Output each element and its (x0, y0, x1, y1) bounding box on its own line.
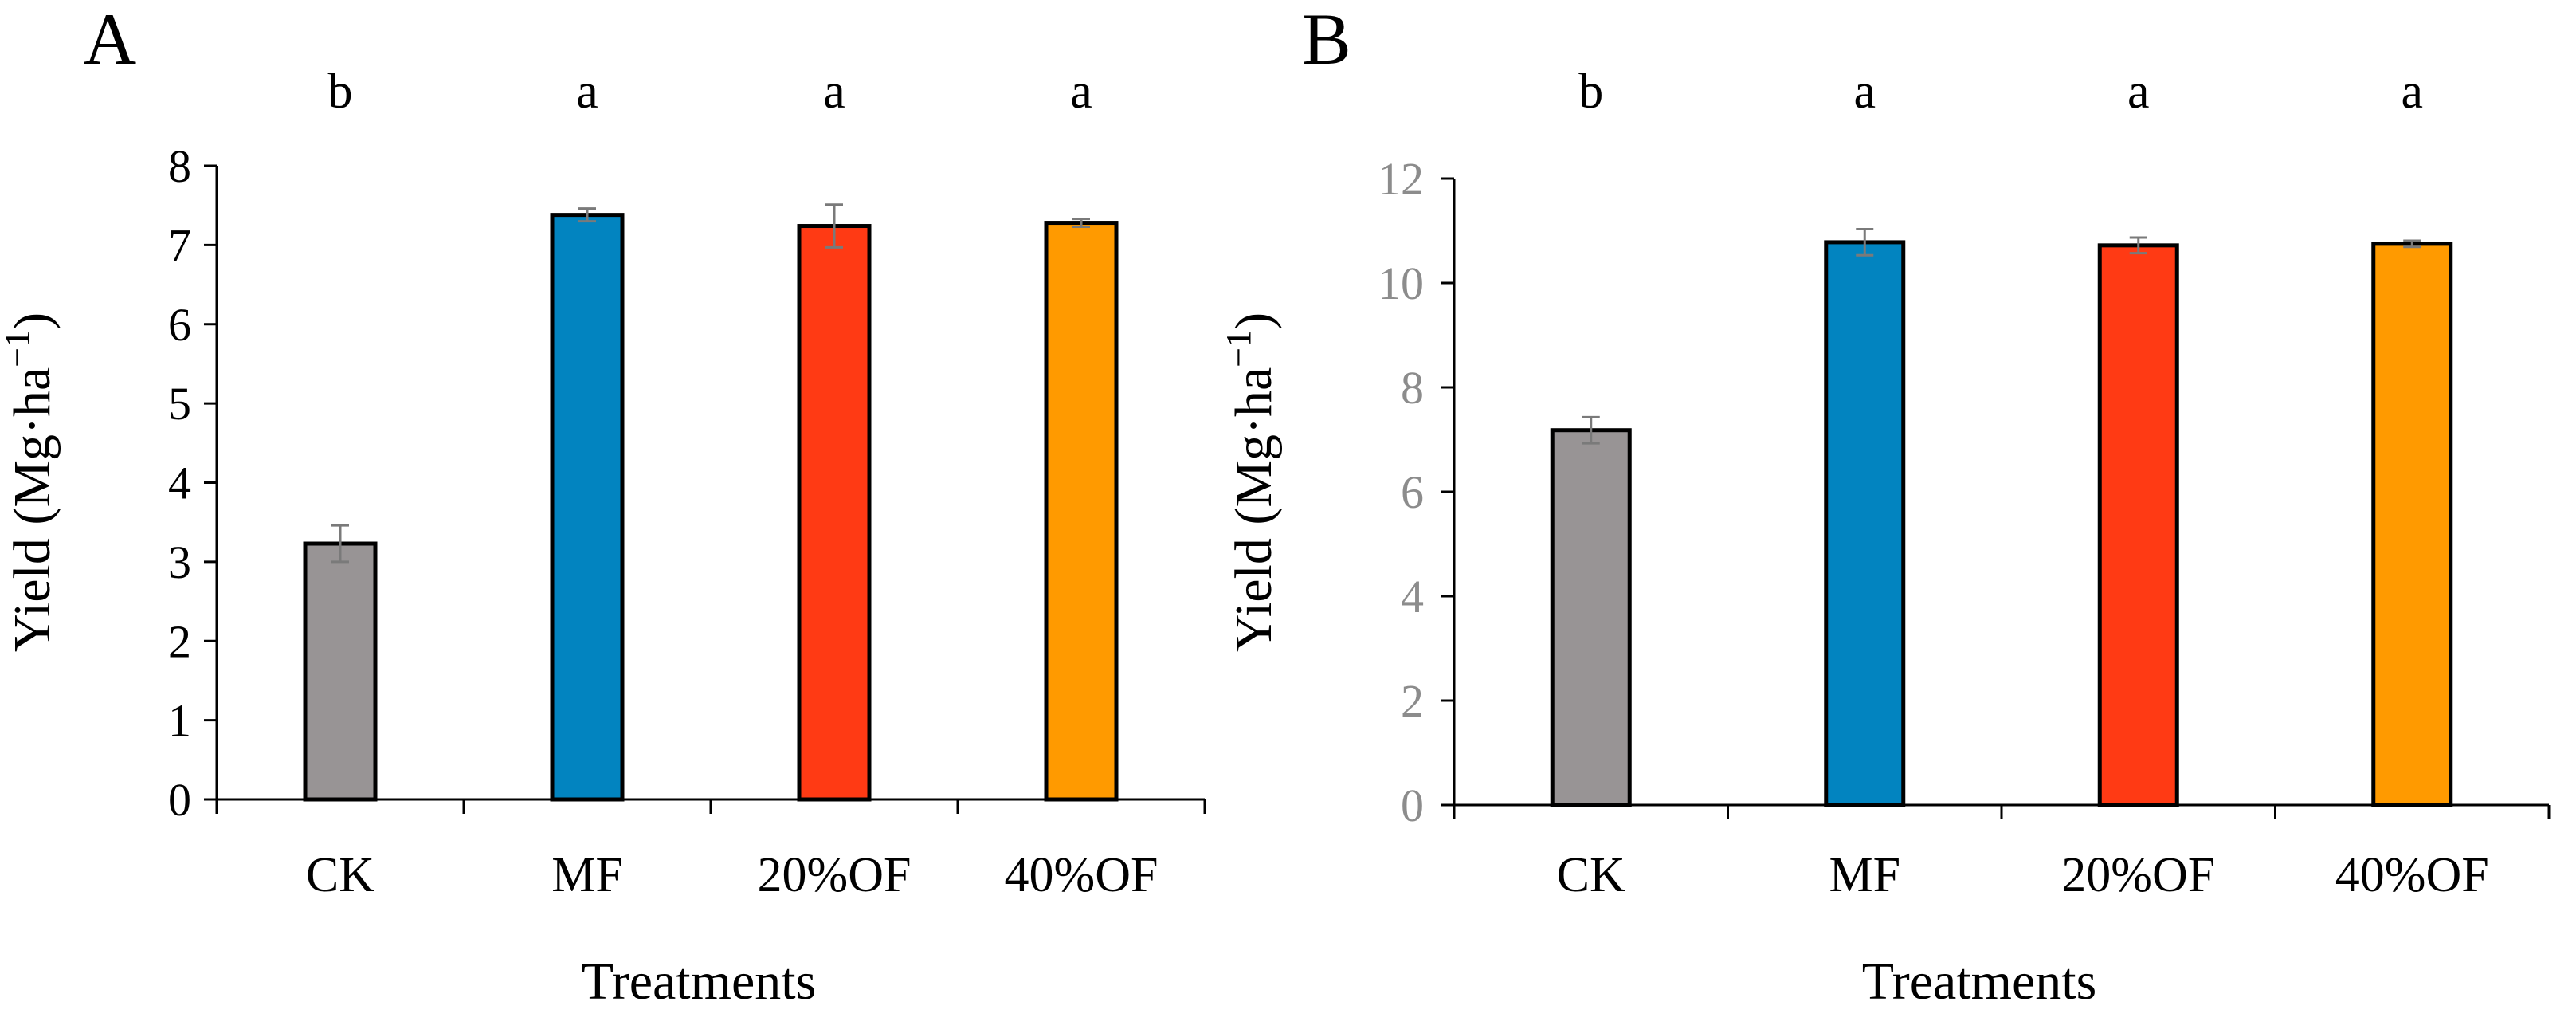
bar-40pctof (1044, 221, 1119, 802)
bar-mf (1824, 240, 1906, 807)
x-tick-label: 40%OF (2335, 848, 2489, 902)
y-axis-title: Yield (Mg·ha−1) (1219, 312, 1283, 652)
x-tick-label: 40%OF (1005, 848, 1159, 902)
y-tick-label: 4 (1401, 571, 1424, 622)
y-tick-label: 8 (1401, 362, 1424, 414)
y-axis-title-main: Yield (Mg·ha (1225, 367, 1283, 652)
bar-20pctof (797, 224, 872, 802)
y-axis-title-superscript: −1 (1219, 330, 1258, 367)
y-tick-label: 12 (1378, 153, 1424, 205)
x-tick-label: 20%OF (758, 848, 912, 902)
chart-panel-b: B 0 2 4 6 8 10 12 CK b MF a 20%OF a 40%OF a Treatments Yi… (1219, 0, 2551, 1011)
x-tick-label: MF (1829, 848, 1900, 902)
x-tick-label: 20%OF (2061, 848, 2215, 902)
x-axis-title: Treatments (582, 952, 817, 1011)
significance-letter: a (2127, 65, 2150, 119)
y-tick-label: 3 (168, 536, 191, 588)
y-tick-label: 2 (1401, 675, 1424, 727)
bar-ck (1550, 428, 1632, 807)
y-axis-title-end: ) (3, 312, 61, 330)
panel-label: A (84, 0, 136, 80)
y-tick-label: 6 (168, 299, 191, 351)
y-tick-label: 10 (1378, 257, 1424, 309)
y-tick-label: 0 (168, 774, 191, 826)
significance-letter: b (1578, 65, 1603, 119)
y-tick-label: 7 (168, 219, 191, 271)
y-tick-label: 1 (168, 695, 191, 747)
y-tick-label: 0 (1401, 780, 1424, 831)
chart-panel-a: A 0 1 2 3 4 5 6 7 8 CK b MF a 20%OF a 40%OF a Treatments Yi… (0, 0, 1206, 1011)
significance-letter: b (328, 65, 353, 119)
y-tick-label: 6 (1401, 466, 1424, 518)
x-axis-title: Treatments (1862, 952, 2097, 1011)
y-tick-label: 5 (168, 378, 191, 430)
significance-letter: a (576, 65, 598, 119)
significance-letter: a (1853, 65, 1876, 119)
significance-letter: a (1070, 65, 1092, 119)
x-tick-label: MF (551, 848, 623, 902)
panel-label: B (1302, 0, 1351, 80)
y-axis-title-superscript: −1 (0, 330, 37, 367)
y-axis-title-end: ) (1225, 312, 1283, 330)
bar-ck (303, 541, 378, 802)
x-tick-label: CK (1557, 848, 1625, 902)
y-axis-title-main: Yield (Mg·ha (3, 367, 61, 652)
y-axis-title: Yield (Mg·ha−1) (0, 312, 61, 652)
significance-letter: a (2401, 65, 2423, 119)
x-tick-label: CK (306, 848, 374, 902)
y-tick-label: 4 (168, 458, 191, 509)
bar-mf (550, 213, 625, 802)
bar-40pctof (2371, 242, 2453, 807)
significance-letter: a (823, 65, 845, 119)
y-tick-label: 8 (168, 140, 191, 192)
y-tick-label: 2 (168, 615, 191, 667)
bar-20pctof (2097, 243, 2179, 807)
